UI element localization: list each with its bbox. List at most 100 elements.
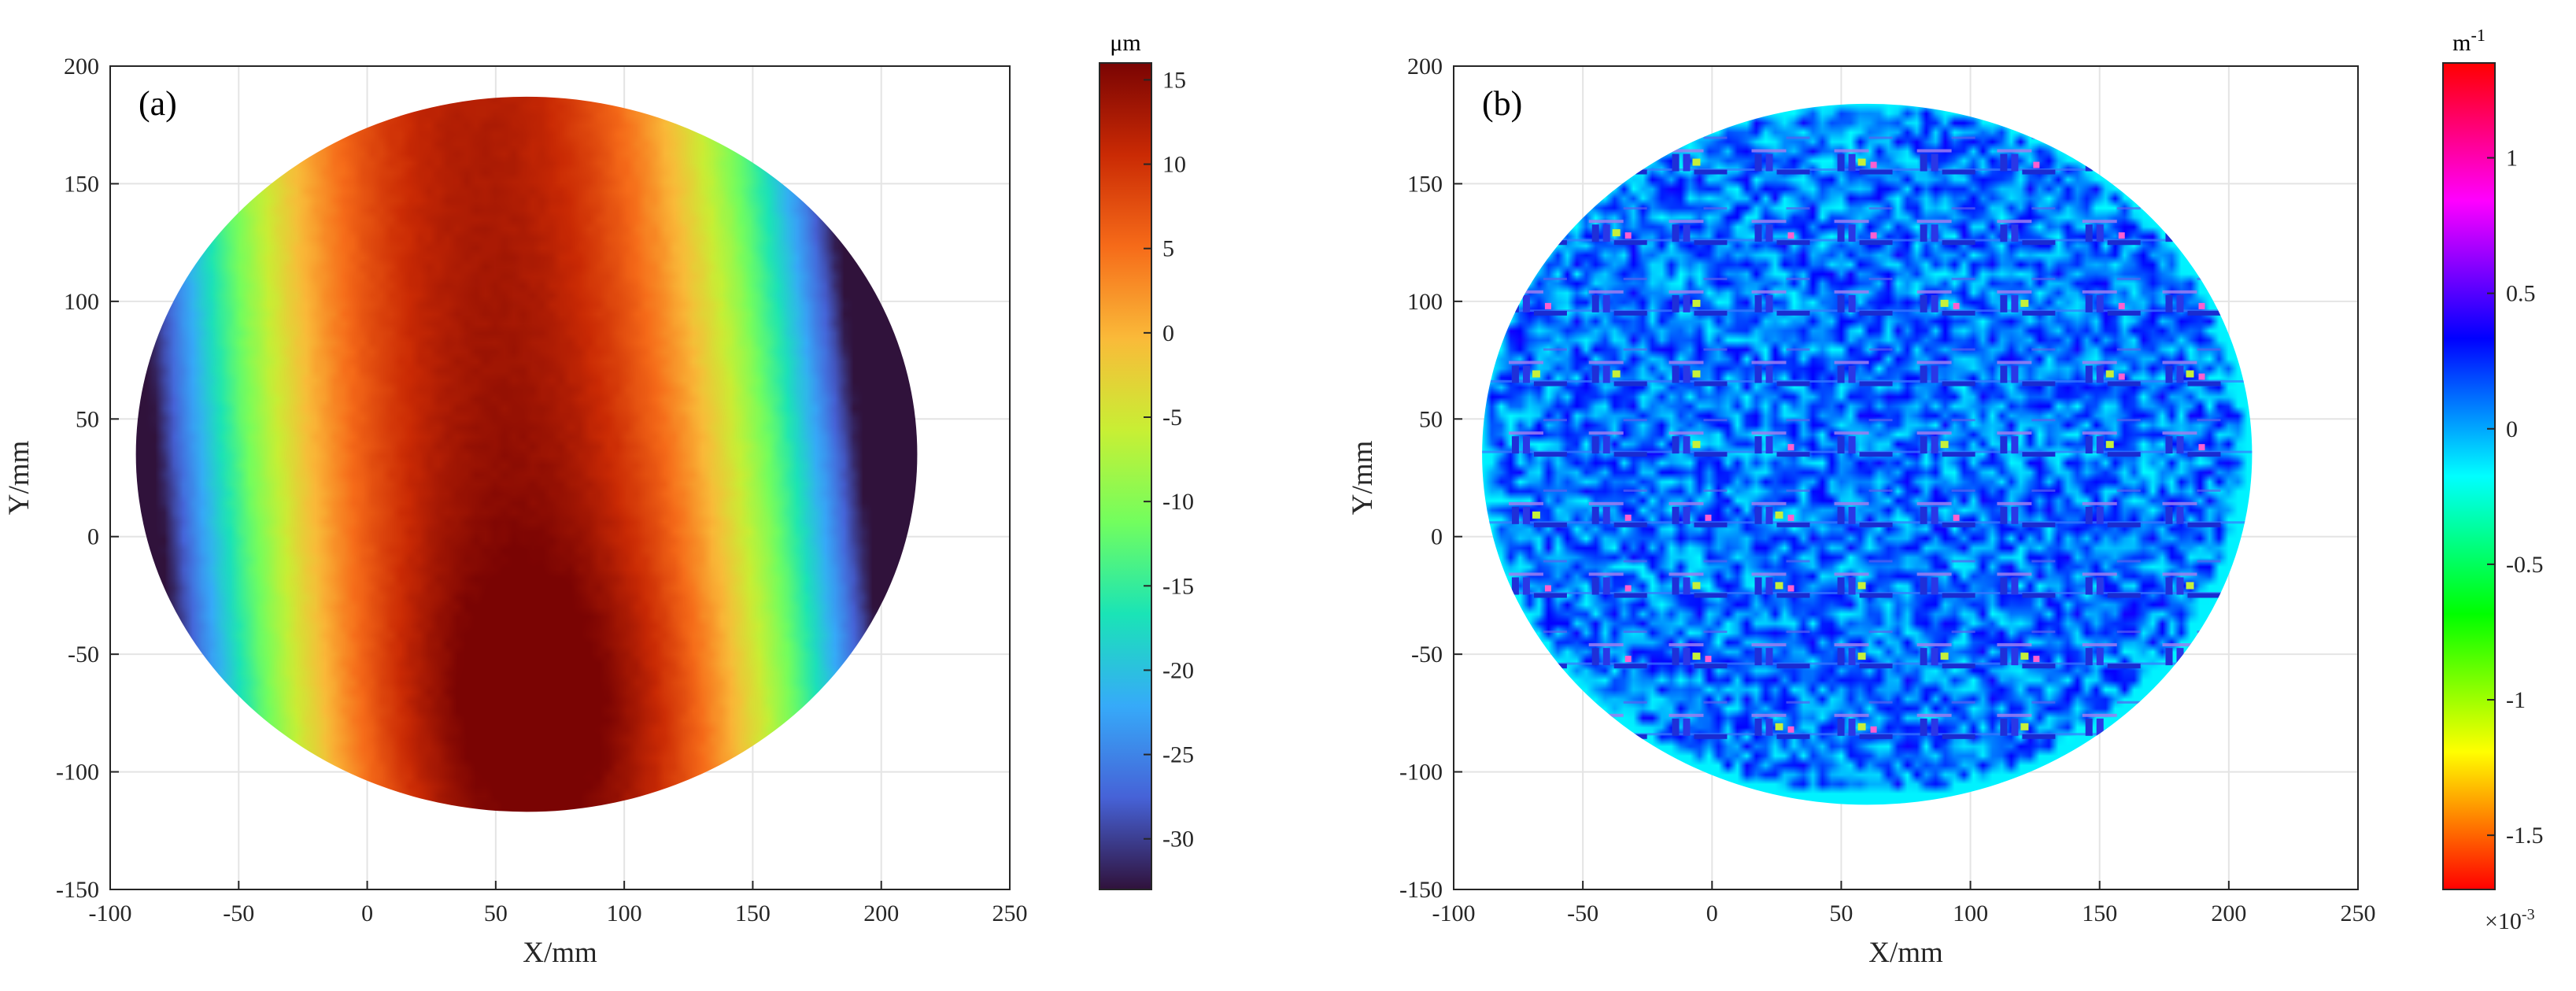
pattern-mark [1624,514,1632,521]
pattern-mark [1692,370,1701,378]
pattern-mark [1848,153,1856,172]
pattern-mark [2011,294,2019,312]
pattern-mark [2165,294,2173,312]
pattern-mark [2082,572,2117,576]
pattern-mark [1920,436,1927,454]
pattern-mark [2116,207,2141,210]
pattern-mark [2176,506,2184,524]
pattern-mark [1786,701,1810,704]
pattern-mark [1931,294,1938,312]
pattern-mark [2187,593,2221,598]
pattern-mark [2022,452,2056,457]
pattern-mark [1997,149,2032,153]
pattern-mark [1511,577,1519,595]
pattern-mark [2033,161,2040,168]
x-tick-label: 100 [607,900,642,926]
pattern-mark [1997,431,2032,435]
pattern-mark [1613,381,1647,386]
pattern-mark [2116,277,2141,280]
pattern-mark [1669,220,1704,224]
pattern-mark [1834,149,1869,153]
pattern-mark [1931,224,1938,242]
pattern-mark [1751,290,1787,294]
y-tick-label: 50 [76,406,99,432]
pattern-mark [2107,310,2141,316]
pattern-mark [1765,648,1773,666]
pattern-mark [1672,365,1680,383]
colorbar-tick-label: 0 [2506,416,2518,442]
pattern-mark [1613,593,1647,598]
pattern-mark [1942,664,1975,669]
pattern-mark [2011,577,2019,595]
pattern-mark [1508,361,1543,364]
pattern-mark [1837,577,1845,595]
y-tick-label: 200 [1407,54,1443,80]
pattern-mark [1543,489,1567,492]
pattern-mark [1765,224,1773,242]
pattern-mark [1511,365,1519,383]
pattern-mark [2031,419,2056,422]
pattern-mark [1694,734,1728,739]
pattern-mark [2031,701,2056,704]
pattern-mark [1588,361,1624,364]
pattern-mark [1703,348,1728,351]
pattern-mark [2165,648,2173,666]
pattern-mark [1916,220,1952,224]
x-tick-label: 50 [484,900,508,926]
pattern-mark [2197,419,2221,422]
pattern-mark [1776,169,1810,175]
pattern-mark [2022,522,2056,527]
pattern-mark [1920,648,1927,666]
pattern-mark [1613,452,1647,457]
colorbar-tick-label: -1.5 [2506,823,2544,849]
y-tick-label: 100 [1407,289,1443,315]
pattern-mark [1940,299,1949,307]
pattern-mark [2022,734,2056,739]
x-tick-label: 100 [1953,900,1988,926]
pattern-mark [2105,441,2114,449]
pattern-mark [1623,207,1647,210]
pattern-mark [1532,370,1540,378]
pattern-mark [2085,294,2093,312]
pattern-mark [1786,419,1810,422]
pattern-mark [1857,158,1866,166]
pattern-mark [2000,648,2008,666]
pattern-mark [2085,577,2093,595]
pattern-mark [1776,522,1810,527]
pattern-mark [1765,506,1773,524]
pattern-mark [1672,577,1680,595]
pattern-mark [1692,158,1701,166]
pattern-mark [2105,370,2114,378]
colorbar-tick-label: 5 [1162,236,1174,262]
x-tick-label: -100 [1432,900,1476,926]
pattern-mark [1602,648,1610,666]
pattern-mark [1920,506,1927,524]
pattern-mark [1868,701,1893,704]
pattern-mark [2162,290,2197,294]
pattern-mark [1848,436,1856,454]
x-tick-label: 250 [2341,900,2376,926]
pattern-mark [2118,232,2125,239]
pattern-mark [1533,381,1567,386]
pattern-mark [1868,348,1893,351]
pattern-mark [2096,436,2104,454]
field-image [135,96,918,812]
pattern-mark [1997,220,2032,224]
pattern-mark [1951,489,1975,492]
axes-frame [1453,65,2359,890]
pattern-mark [1859,240,1893,246]
pattern-mark [1951,701,1975,704]
pattern-mark [1683,224,1691,242]
y-axis-label: Y/mm [1347,441,1379,516]
y-tick-label: -50 [68,642,99,667]
pattern-mark [2085,224,2093,242]
pattern-mark [1694,593,1728,598]
pattern-mark [1624,585,1632,592]
pattern-mark [1588,431,1624,435]
pattern-mark [1692,441,1701,449]
pattern-mark [1834,361,1869,364]
y-axis-label: Y/mm [3,441,35,516]
pattern-mark [1776,381,1810,386]
pattern-mark [1786,136,1810,139]
pattern-mark [1672,436,1680,454]
